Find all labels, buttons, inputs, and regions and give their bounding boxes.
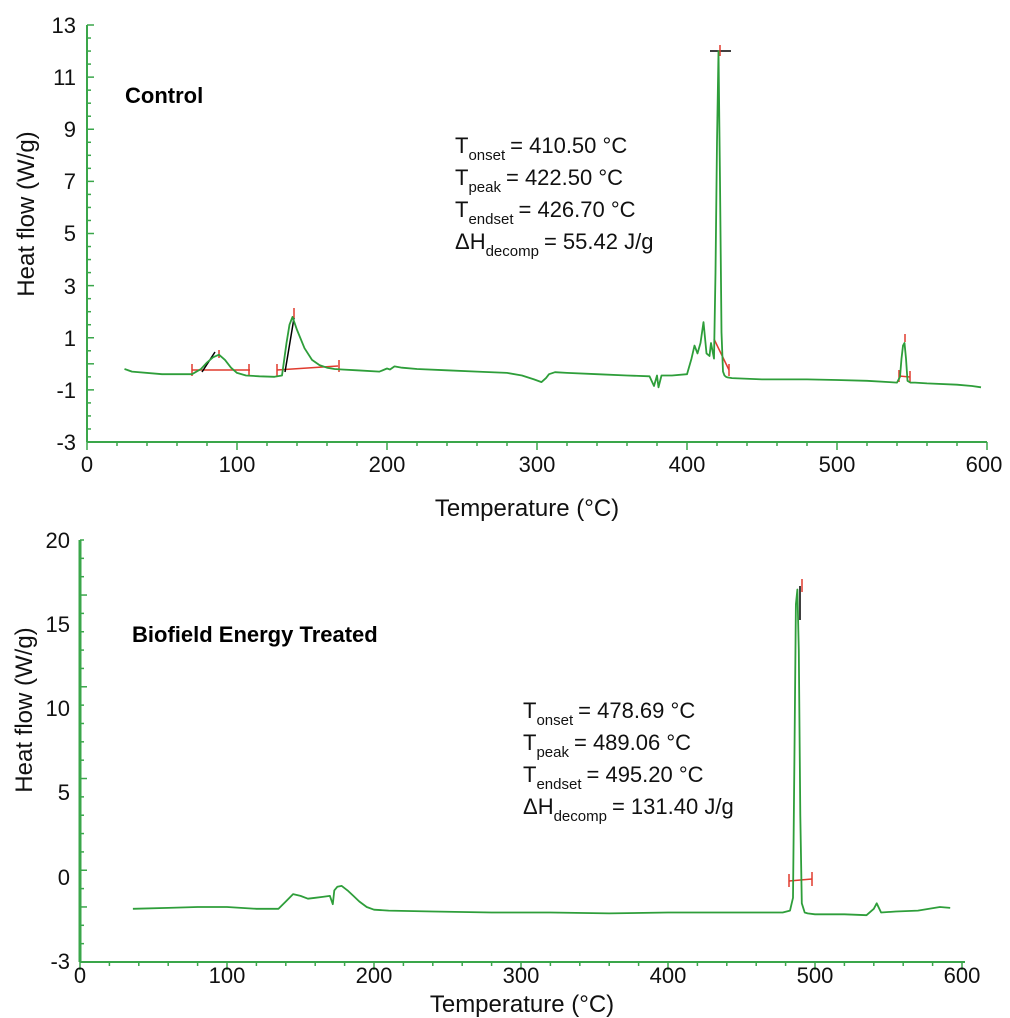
- control-endset-label: Tendset = 426.70 °C: [455, 197, 636, 228]
- control-enthalpy-label: ΔHdecomp = 55.42 J/g: [455, 229, 653, 260]
- control-x-tick-label: 200: [369, 452, 406, 477]
- treated-x-tick-label: 0: [74, 963, 86, 988]
- treated-x-tick-label: 100: [209, 963, 246, 988]
- treated-y-tick-label: 0: [58, 865, 70, 890]
- treated-y-tick-label: 10: [46, 696, 70, 721]
- control-x-tick-label: 300: [519, 452, 556, 477]
- control-analysis-markers: [191, 45, 911, 383]
- control-y-axis-title: Heat flow (W/g): [13, 131, 40, 296]
- control-y-tick-label: 1: [64, 326, 76, 351]
- treated-y-tick-label: -3: [50, 949, 70, 974]
- treated-y-tick-label: 20: [46, 528, 70, 553]
- treated-endset-label: Tendset = 495.20 °C: [523, 762, 704, 793]
- control-panel-title: Control: [125, 83, 203, 108]
- control-axis-ticks: [86, 24, 988, 450]
- control-x-axis-title: Temperature (°C): [435, 495, 619, 522]
- control-baseline-2: [276, 365, 339, 371]
- treated-onset-label: Tonset = 478.69 °C: [523, 698, 695, 729]
- treated-x-tick-label: 200: [356, 963, 393, 988]
- control-x-tick-label: 100: [219, 452, 256, 477]
- control-y-tick-label: 13: [52, 13, 76, 38]
- treated-heat-flow-series: [132, 588, 951, 917]
- control-y-tick-label: 11: [53, 65, 76, 90]
- control-y-tick-label: -3: [56, 430, 76, 455]
- control-onset-label: Tonset = 410.50 °C: [455, 133, 627, 164]
- treated-x-tick-label: 600: [944, 963, 981, 988]
- control-x-tick-label: 0: [81, 452, 93, 477]
- treated-panel-title: Biofield Energy Treated: [132, 622, 378, 647]
- treated-chart-panel: 0 100 200 300 400 500 600 -3 0 5 10 15 2…: [11, 528, 980, 1018]
- treated-peak-label: Tpeak = 489.06 °C: [523, 730, 691, 761]
- control-y-tick-label: 7: [64, 169, 76, 194]
- control-peak-label: Tpeak = 422.50 °C: [455, 165, 623, 196]
- treated-annotation-block: Tonset = 478.69 °C Tpeak = 489.06 °C Tends…: [523, 698, 734, 825]
- treated-axis-ticks: [79, 539, 963, 970]
- control-x-tick-label: 600: [966, 452, 1003, 477]
- control-chart-panel: 0 100 200 300 400 500 600 -3 -1 1 3 5 7 …: [13, 13, 1002, 522]
- control-y-tick-label: 9: [64, 117, 76, 142]
- control-annotation-block: Tonset = 410.50 °C Tpeak = 422.50 °C Tends…: [455, 133, 653, 260]
- treated-x-axis-title: Temperature (°C): [430, 991, 614, 1018]
- treated-y-tick-label: 15: [46, 612, 70, 637]
- control-x-tick-label: 400: [669, 452, 706, 477]
- control-y-tick-label: 3: [64, 274, 76, 299]
- treated-x-tick-label: 400: [650, 963, 687, 988]
- control-x-tick-label: 500: [819, 452, 856, 477]
- control-y-tick-label: -1: [56, 378, 76, 403]
- treated-x-tick-label: 500: [797, 963, 834, 988]
- control-y-tick-label: 5: [64, 221, 76, 246]
- control-tangent-2: [284, 317, 295, 373]
- treated-x-tick-label: 300: [503, 963, 540, 988]
- treated-y-axis-title: Heat flow (W/g): [11, 627, 38, 792]
- control-heat-flow-series: [124, 50, 982, 389]
- treated-enthalpy-label: ΔHdecomp = 131.40 J/g: [523, 794, 734, 825]
- treated-y-tick-label: 5: [58, 780, 70, 805]
